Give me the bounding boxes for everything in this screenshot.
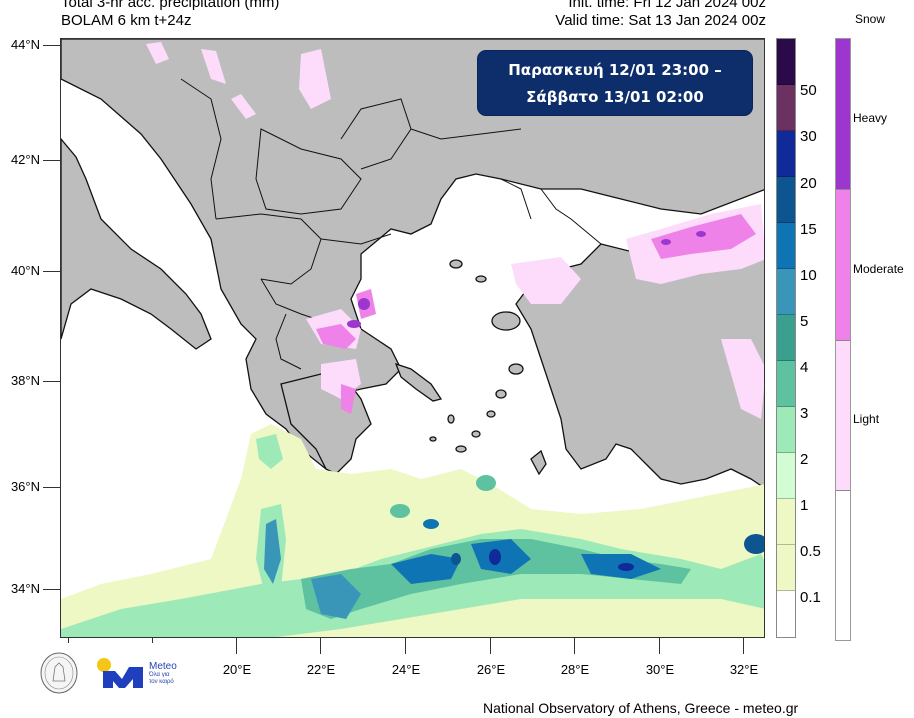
lon-tick bbox=[490, 638, 491, 654]
lat-label-36: 36°N bbox=[10, 479, 40, 494]
lon-label-32: 32°E bbox=[729, 662, 759, 677]
cbar-seg bbox=[777, 315, 795, 361]
lat-label-44: 44°N bbox=[10, 37, 40, 52]
snow-seg-none bbox=[836, 491, 850, 640]
lon-label-24: 24°E bbox=[391, 662, 421, 677]
lat-tick bbox=[43, 160, 60, 161]
snow-legend-title: Snow bbox=[855, 12, 886, 26]
lon-label-30: 30°E bbox=[645, 662, 675, 677]
cbar-label: 20 bbox=[800, 175, 817, 192]
cbar-label: 10 bbox=[800, 267, 817, 284]
lon-label-28: 28°E bbox=[560, 662, 590, 677]
border-layer bbox=[180, 78, 602, 370]
banner-line-1: Παρασκευή 12/01 23:00 – bbox=[508, 61, 722, 79]
meteo-name: Meteo bbox=[149, 661, 177, 672]
cbar-label: 0.5 bbox=[800, 543, 821, 560]
lon-tick bbox=[405, 638, 406, 654]
snow-seg-moderate bbox=[836, 190, 850, 341]
cbar-seg bbox=[777, 177, 795, 223]
cbar-seg bbox=[777, 545, 795, 591]
snow-label-moderate: Moderate bbox=[853, 262, 904, 276]
cbar-label: 30 bbox=[800, 128, 817, 145]
cbar-seg bbox=[777, 453, 795, 499]
cbar-seg bbox=[777, 39, 795, 85]
lon-tick bbox=[236, 638, 237, 654]
cbar-seg bbox=[777, 591, 795, 637]
lat-tick bbox=[43, 381, 60, 382]
lon-label-26: 26°E bbox=[476, 662, 506, 677]
lon-label-20: 20°E bbox=[222, 662, 252, 677]
lon-minor-tick bbox=[152, 638, 153, 643]
snow-label-light: Light bbox=[853, 412, 880, 426]
cbar-label: 3 bbox=[800, 405, 809, 422]
lat-label-38: 38°N bbox=[10, 373, 40, 388]
noa-seal-logo bbox=[40, 652, 78, 694]
cbar-label: 4 bbox=[800, 359, 809, 376]
title-line-1: Total 3-hr acc. precipitation (mm) bbox=[61, 0, 280, 11]
time-info: Init. time: Fri 12 Jan 2024 00z Valid ti… bbox=[555, 0, 766, 30]
chart-title: Total 3-hr acc. precipitation (mm) BOLAM… bbox=[61, 0, 279, 30]
cbar-seg bbox=[777, 131, 795, 177]
footer-credit: National Observatory of Athens, Greece -… bbox=[483, 700, 799, 716]
cbar-label: 15 bbox=[800, 221, 817, 238]
meteo-tagline-2: τον καιρό bbox=[149, 679, 174, 685]
lat-tick bbox=[43, 487, 60, 488]
lon-label-22: 22°E bbox=[306, 662, 336, 677]
lat-tick bbox=[43, 589, 60, 590]
precipitation-map bbox=[60, 38, 765, 638]
snow-label-heavy: Heavy bbox=[853, 111, 888, 125]
meteo-logo-icon bbox=[97, 658, 143, 688]
lat-label-42: 42°N bbox=[10, 152, 40, 167]
cbar-label: 0.1 bbox=[800, 589, 821, 606]
meteo-logo-text: Meteo Όλα για τον καιρό bbox=[149, 662, 177, 686]
meteo-tagline-1: Όλα για bbox=[149, 672, 170, 678]
lon-tick bbox=[659, 638, 660, 654]
title-line-2: BOLAM 6 km t+24z bbox=[61, 12, 192, 29]
precip-layer bbox=[61, 424, 764, 637]
lon-tick bbox=[320, 638, 321, 654]
forecast-period-banner: Παρασκευή 12/01 23:00 – Σάββατο 13/01 02… bbox=[477, 50, 753, 116]
lat-tick bbox=[43, 45, 60, 46]
snow-seg-light bbox=[836, 341, 850, 491]
lon-minor-tick bbox=[68, 638, 69, 643]
cbar-label: 50 bbox=[800, 82, 817, 99]
land-layer bbox=[61, 39, 764, 542]
lon-tick bbox=[743, 638, 744, 654]
cbar-seg bbox=[777, 223, 795, 269]
map-graphic bbox=[61, 39, 764, 637]
cbar-seg bbox=[777, 407, 795, 453]
snow-heavy-layer bbox=[347, 231, 706, 328]
cbar-seg bbox=[777, 85, 795, 131]
lat-label-40: 40°N bbox=[10, 263, 40, 278]
cbar-label: 5 bbox=[800, 313, 809, 330]
lon-tick bbox=[574, 638, 575, 654]
cbar-seg bbox=[777, 361, 795, 407]
snow-seg-heavy bbox=[836, 39, 850, 190]
cbar-label: 1 bbox=[800, 497, 809, 514]
banner-line-2: Σάββατο 13/01 02:00 bbox=[526, 88, 704, 106]
cbar-seg bbox=[777, 269, 795, 315]
snow-colorbar bbox=[835, 38, 851, 641]
lat-tick bbox=[43, 271, 60, 272]
init-time: Init. time: Fri 12 Jan 2024 00z bbox=[568, 0, 766, 11]
lat-label-34: 34°N bbox=[10, 581, 40, 596]
cbar-label: 2 bbox=[800, 451, 809, 468]
cbar-seg bbox=[777, 499, 795, 545]
precipitation-colorbar bbox=[776, 38, 796, 638]
valid-time: Valid time: Sat 13 Jan 2024 00z bbox=[555, 12, 766, 29]
